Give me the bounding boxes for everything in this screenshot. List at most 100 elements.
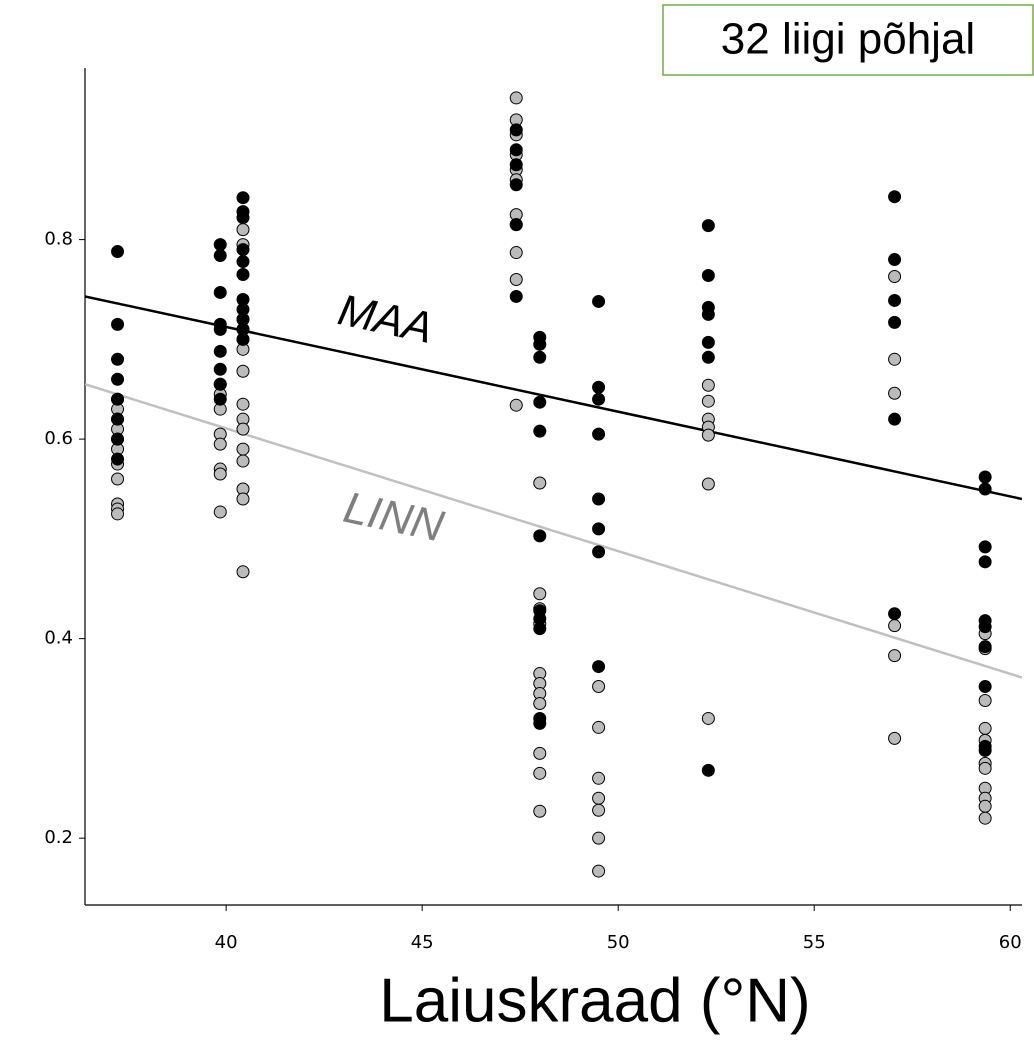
- point: [509, 143, 523, 157]
- point: [592, 427, 606, 441]
- point: [236, 422, 250, 436]
- point: [701, 394, 715, 408]
- point: [978, 470, 992, 484]
- point: [592, 522, 606, 536]
- point: [509, 246, 523, 260]
- point: [888, 607, 902, 621]
- point: [509, 272, 523, 286]
- point: [592, 831, 606, 845]
- x-tick-label: 60: [999, 932, 1022, 953]
- point: [509, 158, 523, 172]
- point: [111, 352, 125, 366]
- point: [111, 245, 125, 259]
- point: [888, 412, 902, 426]
- point: [592, 660, 606, 674]
- point: [888, 315, 902, 329]
- point: [978, 482, 992, 496]
- point: [111, 452, 125, 466]
- point: [592, 392, 606, 406]
- points: [111, 91, 992, 878]
- point: [888, 190, 902, 204]
- point: [509, 123, 523, 137]
- y-tick-label: 0.8: [44, 229, 73, 250]
- point: [701, 335, 715, 349]
- point: [978, 811, 992, 825]
- point: [978, 640, 992, 654]
- point: [111, 412, 125, 426]
- point: [701, 711, 715, 725]
- x-tick-label: 50: [607, 932, 630, 953]
- point: [701, 219, 715, 233]
- point: [509, 218, 523, 232]
- point: [236, 255, 250, 269]
- point: [236, 454, 250, 468]
- point: [533, 476, 547, 490]
- point: [111, 507, 125, 521]
- point: [213, 392, 227, 406]
- point: [213, 467, 227, 481]
- point: [533, 424, 547, 438]
- point: [213, 238, 227, 252]
- point: [111, 472, 125, 486]
- point: [213, 362, 227, 376]
- point: [701, 269, 715, 283]
- point: [888, 293, 902, 307]
- point: [701, 350, 715, 364]
- series-label: MAA: [334, 285, 437, 353]
- x-axis-label: Laiuskraad (°N): [379, 966, 810, 1035]
- point: [978, 540, 992, 554]
- point: [888, 619, 902, 633]
- point: [888, 352, 902, 366]
- point: [533, 746, 547, 760]
- point: [213, 249, 227, 263]
- point: [213, 285, 227, 299]
- point: [888, 270, 902, 284]
- point: [592, 380, 606, 394]
- point: [701, 428, 715, 442]
- point: [533, 350, 547, 364]
- point: [533, 716, 547, 730]
- point: [978, 799, 992, 813]
- point: [533, 622, 547, 636]
- point: [533, 395, 547, 409]
- x-tick-label: 55: [803, 932, 826, 953]
- point: [978, 693, 992, 707]
- point: [978, 555, 992, 569]
- point: [533, 529, 547, 543]
- y-tick-label: 0.4: [44, 628, 73, 649]
- point: [111, 317, 125, 331]
- point: [701, 378, 715, 392]
- point: [701, 763, 715, 777]
- point: [213, 437, 227, 451]
- point: [213, 377, 227, 391]
- point: [236, 268, 250, 282]
- point: [236, 243, 250, 257]
- point: [236, 364, 250, 378]
- point: [236, 397, 250, 411]
- annotation-box: [662, 4, 1034, 76]
- point: [533, 587, 547, 601]
- point: [533, 766, 547, 780]
- fit-line: [85, 383, 1022, 679]
- point: [111, 432, 125, 446]
- point: [236, 223, 250, 237]
- point: [213, 505, 227, 519]
- point: [509, 178, 523, 192]
- point: [888, 649, 902, 663]
- point: [509, 91, 523, 105]
- point: [111, 372, 125, 386]
- point: [978, 620, 992, 634]
- point: [592, 294, 606, 308]
- y-tick-label: 0.2: [44, 827, 73, 848]
- point: [111, 392, 125, 406]
- point: [978, 743, 992, 757]
- point: [888, 253, 902, 267]
- point: [533, 337, 547, 351]
- x-tick-label: 40: [215, 932, 238, 953]
- point: [533, 804, 547, 818]
- point: [509, 398, 523, 412]
- point: [888, 386, 902, 400]
- point: [701, 477, 715, 491]
- point: [236, 191, 250, 205]
